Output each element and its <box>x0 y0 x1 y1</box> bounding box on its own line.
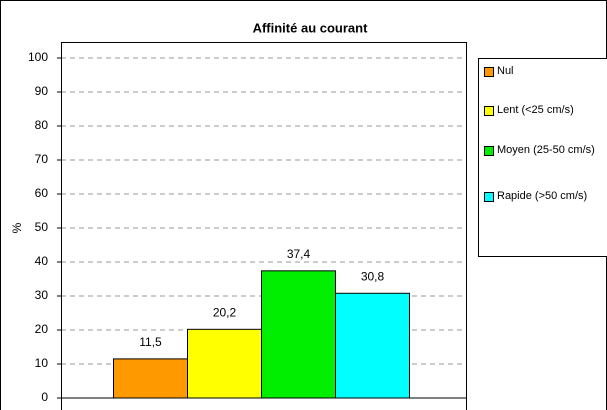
y-tick-label: 10 <box>35 356 49 370</box>
legend-label: Lent (<25 cm/s) <box>497 104 574 116</box>
value-label: 20,2 <box>213 305 237 319</box>
legend-item: Rapide (>50 cm/s) <box>484 190 599 203</box>
legend-swatch <box>484 146 494 156</box>
legend-swatch <box>484 192 494 202</box>
y-tick-label: 40 <box>35 254 49 268</box>
bar <box>261 270 336 399</box>
y-axis-label: % <box>10 222 24 233</box>
legend-item: Lent (<25 cm/s) <box>484 104 599 117</box>
y-tick-label: 100 <box>28 50 48 64</box>
y-tick-label: 70 <box>35 152 49 166</box>
value-label: 30,8 <box>361 269 385 283</box>
y-tick-label: 80 <box>35 118 49 132</box>
bar <box>187 328 262 399</box>
legend-item: Nul <box>484 65 599 78</box>
y-tick-label: 20 <box>35 322 49 336</box>
legend-swatch <box>484 106 494 116</box>
legend-item: Moyen (25-50 cm/s) <box>484 144 599 157</box>
y-tick-label: 50 <box>35 220 49 234</box>
legend-label: Rapide (>50 cm/s) <box>497 190 588 202</box>
bar <box>335 292 410 399</box>
value-label: 11,5 <box>139 335 162 349</box>
legend-label: Moyen (25-50 cm/s) <box>497 144 595 156</box>
y-tick-label: 0 <box>41 390 48 404</box>
legend-swatch <box>484 67 494 77</box>
bar <box>113 358 188 399</box>
chart-title: Affinité au courant <box>253 20 369 35</box>
y-tick-label: 90 <box>35 84 49 98</box>
legend-label: Nul <box>497 65 514 77</box>
y-tick-label: 30 <box>35 288 49 302</box>
value-label: 37,4 <box>287 247 311 261</box>
y-tick-label: 60 <box>35 186 49 200</box>
legend: Nul Lent (<25 cm/s) Moyen (25-50 cm/s) Rapi… <box>478 58 607 257</box>
